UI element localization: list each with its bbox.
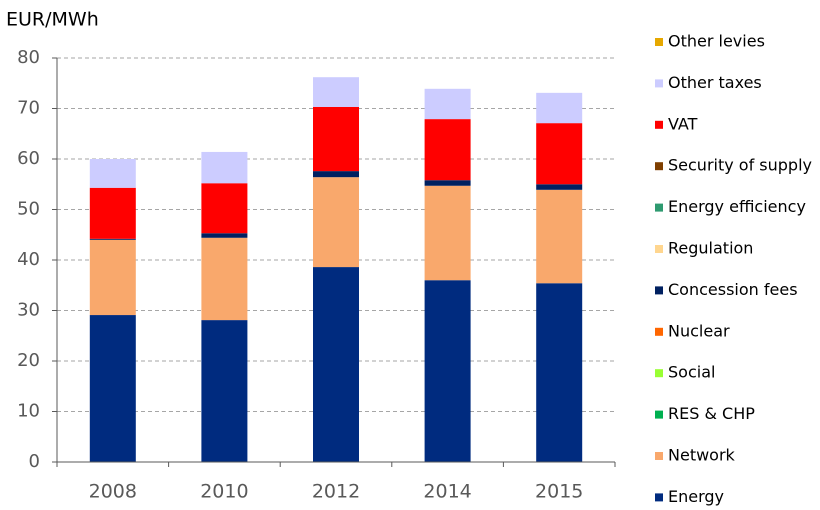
bar-segment [89,239,136,316]
bar-segment [201,320,248,462]
bar-segment [201,233,248,238]
legend-label: Other levies [668,32,765,51]
legend-swatch [655,410,663,419]
legend-swatch [655,286,663,295]
legend-swatch [655,327,663,336]
bar-segment [536,189,583,284]
y-axis-label: EUR/MWh [6,9,99,31]
y-tick-label: 60 [17,148,40,169]
legend-swatch [655,452,663,460]
bar-segment [313,177,359,268]
bar-segment [89,159,136,188]
bar-segment [536,283,583,462]
y-tick-label: 30 [17,300,40,321]
legend-label: RES & CHP [668,404,755,423]
legend-swatch [655,162,663,171]
y-tick-label: 10 [17,401,40,422]
legend-label: Security of supply [668,156,812,175]
bar-segment [313,77,359,107]
legend-swatch [655,79,663,88]
legend-swatch [655,38,663,46]
bar-segment [424,280,471,462]
y-tick-label: 70 [17,98,40,119]
legend-swatch [655,245,663,253]
legend-label: Energy [668,487,724,506]
bar-segment [89,187,136,239]
legend-label: Energy efficiency [668,197,806,216]
y-tick-label: 40 [17,249,40,270]
y-tick-label: 0 [29,451,40,472]
bar-segment [89,238,136,240]
bar-segment [536,123,583,185]
bar-segment [201,183,248,234]
legend-swatch [655,203,663,212]
legend-label: Other taxes [668,73,762,92]
legend-label: Network [668,446,736,465]
bar-segment [201,151,248,184]
bar-segment [424,185,471,281]
x-tick-label: 2014 [423,481,471,503]
legend-label: VAT [668,114,698,133]
legend-label: Nuclear [668,321,730,340]
bar-segment [424,180,471,186]
x-tick-label: 2012 [312,481,360,503]
legend-swatch [655,369,663,378]
bar-segment [424,88,471,120]
bar-segment [201,237,248,321]
legend-label: Social [668,363,715,382]
y-tick-label: 80 [17,47,40,68]
bar-segment [536,184,583,190]
bar-segment [313,171,359,178]
x-tick-label: 2010 [200,481,248,503]
x-tick-label: 2008 [89,481,137,503]
x-tick-label: 2015 [535,481,583,503]
legend-label: Regulation [668,239,753,258]
legend-swatch [655,120,663,129]
bar-segment [536,92,583,124]
bar-segment [313,106,359,172]
y-tick-label: 50 [17,199,40,220]
bar-segment [313,267,359,462]
bar-segment [424,119,471,181]
legend-label: Concession fees [668,280,798,299]
y-tick-label: 20 [17,350,40,371]
bar-segment [89,315,136,462]
legend-swatch [655,493,663,502]
